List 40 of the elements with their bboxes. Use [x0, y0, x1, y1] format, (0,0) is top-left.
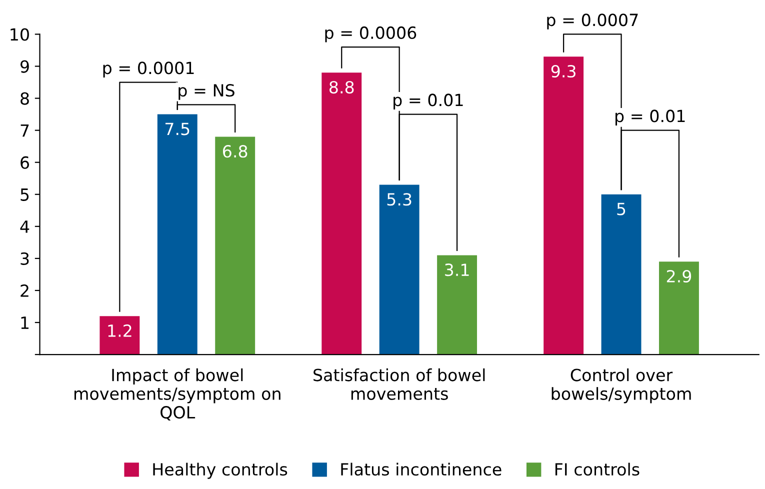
data-label: 7.5 — [166, 122, 190, 136]
x-tick-label: Satisfaction of bowel movements — [314, 368, 485, 400]
data-label: 2.9 — [666, 270, 692, 283]
y-tick-label: 1 — [21, 316, 29, 329]
bar — [100, 316, 140, 355]
data-label: 1.2 — [108, 324, 132, 337]
legend-label: FI controls — [555, 462, 640, 476]
bar — [379, 184, 420, 355]
x-tick-label: Control over bowels/symptom — [552, 368, 691, 404]
annotation: p = 0.0001 — [103, 62, 194, 78]
annotation: p = NS — [178, 84, 234, 100]
y-tick-label: 6 — [20, 156, 30, 169]
text: p = 0.0007 — [547, 14, 638, 30]
y-tick-label: 2 — [20, 284, 28, 297]
bar — [544, 56, 584, 355]
data-label: 5.3 — [387, 193, 412, 206]
bar — [601, 194, 642, 355]
y-tick-label: 5 — [20, 188, 29, 201]
y-tick-label: 10 — [10, 28, 29, 41]
bar — [437, 255, 478, 355]
annotation: p = 0.0006 — [325, 26, 416, 42]
data-label: 8.8 — [330, 80, 354, 94]
x-tick-label: Impact of bowel movements/symptom on QOL — [74, 368, 280, 421]
annotation: p = 0.01 — [616, 110, 685, 126]
y-tick-label: 9 — [20, 60, 29, 73]
data-label: 9.3 — [551, 64, 576, 78]
y-tick-label: 4 — [20, 220, 30, 233]
y-tick-label: 8 — [20, 92, 29, 105]
legend-label: Flatus incontinence — [341, 462, 502, 476]
legend-label: Healthy controls — [153, 462, 288, 479]
data-label: 3.1 — [445, 264, 469, 276]
bar — [215, 136, 256, 355]
bar — [659, 262, 699, 355]
y-tick-label: 3 — [20, 252, 29, 266]
data-label: 5 — [617, 202, 626, 216]
y-tick-label: 7 — [20, 124, 29, 137]
data-label: 6.8 — [223, 145, 248, 158]
bar — [157, 114, 198, 355]
bar — [322, 72, 362, 355]
annotation: p = 0.01 — [394, 94, 463, 110]
